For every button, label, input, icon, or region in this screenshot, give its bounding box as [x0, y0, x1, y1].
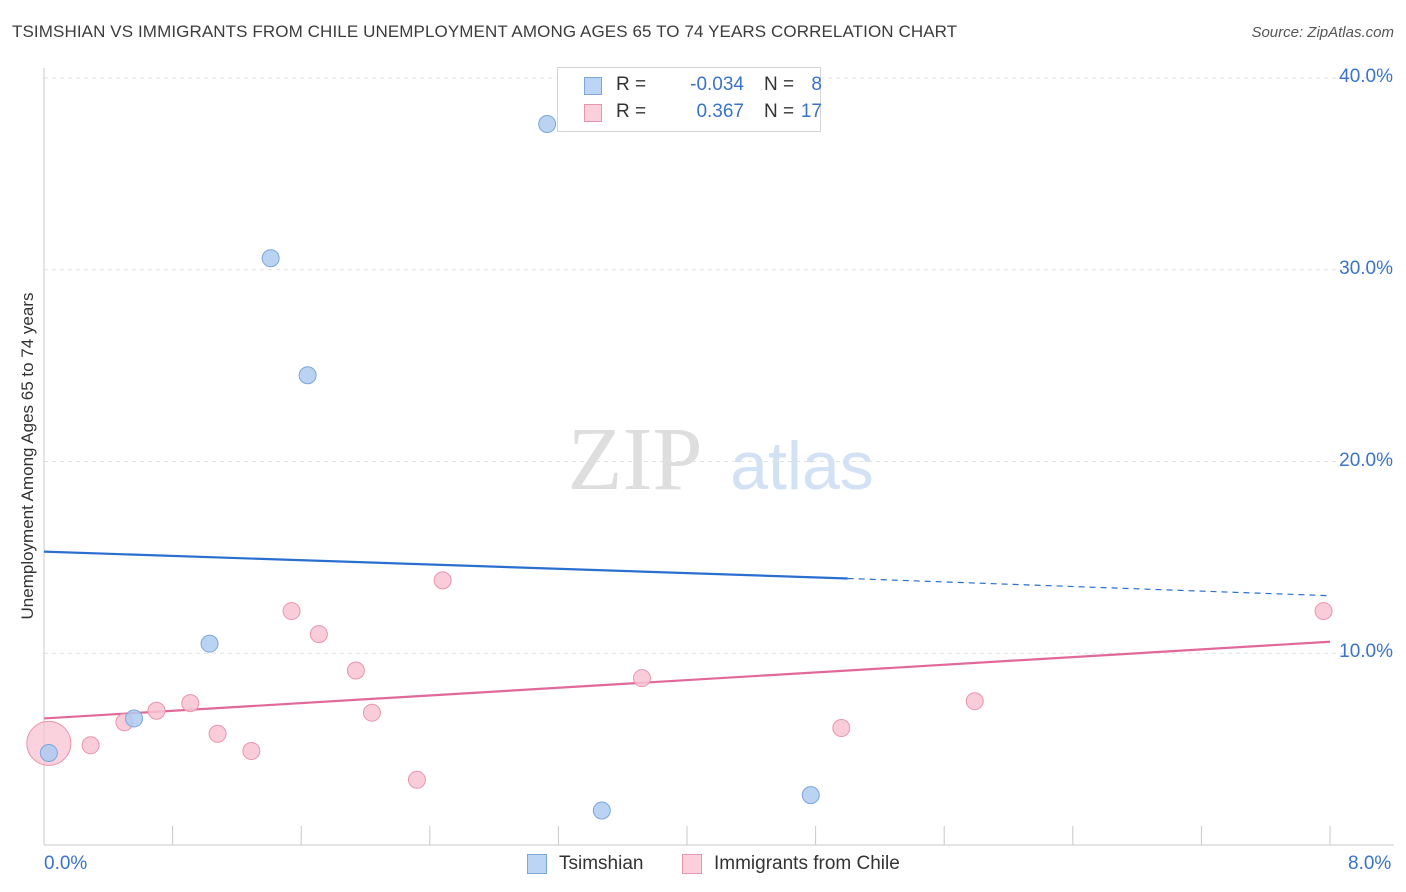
data-point-chile: [346, 661, 365, 680]
watermark-zip: ZIP: [568, 410, 703, 509]
data-point-chile: [407, 770, 426, 789]
data-point-chile: [208, 724, 227, 743]
y-axis-label: Unemployment Among Ages 65 to 74 years: [18, 292, 37, 620]
legend-swatch-tsimshian: [527, 854, 547, 874]
x-tick-label-min: 0.0%: [44, 853, 88, 874]
legend-n-label: N =: [764, 74, 795, 95]
legend-swatch-tsimshian: [584, 77, 602, 95]
data-point-chile: [282, 602, 301, 621]
data-point-chile: [1314, 602, 1333, 621]
legend-label-chile: Immigrants from Chile: [714, 853, 900, 874]
legend-r-label: R =: [616, 74, 647, 95]
data-point-tsimshian: [801, 786, 820, 805]
legend-r-value-tsimshian: -0.034: [690, 74, 744, 95]
stats-legend: R = -0.034 N = 8 R = 0.367 N = 17: [557, 67, 822, 132]
legend-n-label: N =: [764, 101, 795, 122]
data-point-chile: [181, 694, 200, 713]
data-point-chile: [433, 571, 452, 590]
source-label: Source: ZipAtlas.com: [1251, 24, 1394, 41]
data-point-chile: [26, 720, 72, 766]
data-point-chile: [147, 701, 166, 720]
y-tick-label: 40.0%: [1339, 66, 1393, 87]
data-point-tsimshian: [200, 634, 219, 653]
grid-lines: [44, 77, 1394, 654]
legend-label-tsimshian: Tsimshian: [559, 853, 644, 874]
trend-line-tsimshian: [43, 550, 848, 580]
data-point-tsimshian: [261, 249, 280, 268]
data-point-tsimshian: [125, 709, 144, 728]
data-point-tsimshian: [39, 743, 58, 762]
series-legend: Tsimshian Immigrants from Chile: [0, 853, 1406, 877]
trend-line-extrapolated: [847, 577, 1331, 597]
legend-n-value-tsimshian: 8: [811, 74, 822, 95]
legend-n-value-chile: 17: [800, 101, 822, 122]
x-tick-label-max: 8.0%: [1348, 853, 1392, 874]
data-point-tsimshian: [298, 366, 317, 385]
data-point-tsimshian: [592, 801, 611, 820]
legend-swatch-chile: [584, 104, 602, 122]
y-tick-label: 30.0%: [1339, 257, 1393, 279]
chart-title: TSIMSHIAN VS IMMIGRANTS FROM CHILE UNEMP…: [12, 22, 958, 41]
axes: [43, 68, 1394, 846]
watermark: ZIP atlas: [568, 410, 874, 509]
data-point-chile: [632, 669, 651, 688]
y-tick-label: 20.0%: [1339, 449, 1393, 471]
data-point-chile: [362, 703, 381, 722]
data-point-chile: [242, 742, 261, 761]
watermark-atlas: atlas: [730, 428, 874, 504]
y-tick-label: 10.0%: [1339, 641, 1393, 663]
trend-line-chile: [43, 640, 1331, 720]
legend-swatch-chile: [682, 854, 702, 874]
data-point-chile: [832, 719, 851, 738]
data-points: [26, 115, 1333, 820]
data-point-chile: [81, 736, 100, 755]
data-point-chile: [309, 625, 328, 644]
legend-r-value-chile: 0.367: [696, 101, 744, 122]
data-point-chile: [965, 692, 984, 711]
legend-r-label: R =: [616, 101, 647, 122]
trend-lines: [43, 550, 1331, 720]
data-point-tsimshian: [538, 115, 557, 134]
